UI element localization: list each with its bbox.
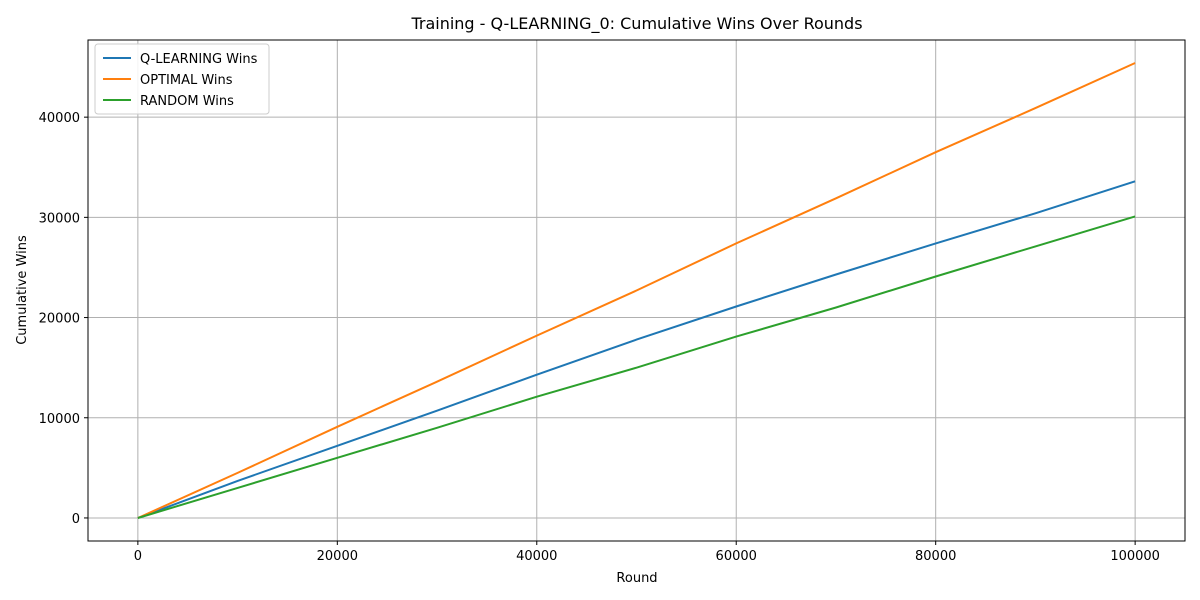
x-tick-label: 40000 — [516, 549, 557, 564]
y-axis-label: Cumulative Wins — [15, 235, 30, 345]
y-tick-label: 0 — [72, 512, 80, 527]
chart-title: Training - Q-LEARNING_0: Cumulative Wins… — [410, 14, 862, 34]
x-tick-label: 100000 — [1110, 549, 1160, 564]
legend-label: RANDOM Wins — [140, 94, 234, 109]
x-axis-label: Round — [616, 571, 657, 586]
series-line-random-wins — [137, 215, 1136, 519]
legend-box — [94, 43, 270, 115]
legend: Q-LEARNING Wins OPTIMAL Wins RANDOM Wins — [94, 43, 270, 115]
x-tick-label: 80000 — [915, 549, 956, 564]
plot-frame — [87, 39, 1186, 542]
x-tick-label: 0 — [134, 549, 142, 564]
x-tick-label: 20000 — [317, 549, 358, 564]
ticks-layer: 0 20000 40000 60000 80000 100000 0 10000 20000 30… — [39, 111, 1160, 564]
series-line-optimal-wins — [137, 62, 1136, 519]
x-tick-label: 60000 — [716, 549, 757, 564]
series-layer — [137, 62, 1136, 519]
y-tick-label: 10000 — [39, 412, 80, 427]
series-line-q-learning-wins — [137, 180, 1136, 519]
y-tick-label: 30000 — [39, 211, 80, 226]
legend-label: OPTIMAL Wins — [140, 73, 233, 88]
y-tick-label: 20000 — [39, 312, 80, 327]
y-tick-label: 40000 — [39, 111, 80, 126]
grid-layer — [88, 40, 1185, 541]
legend-label: Q-LEARNING Wins — [140, 52, 258, 67]
